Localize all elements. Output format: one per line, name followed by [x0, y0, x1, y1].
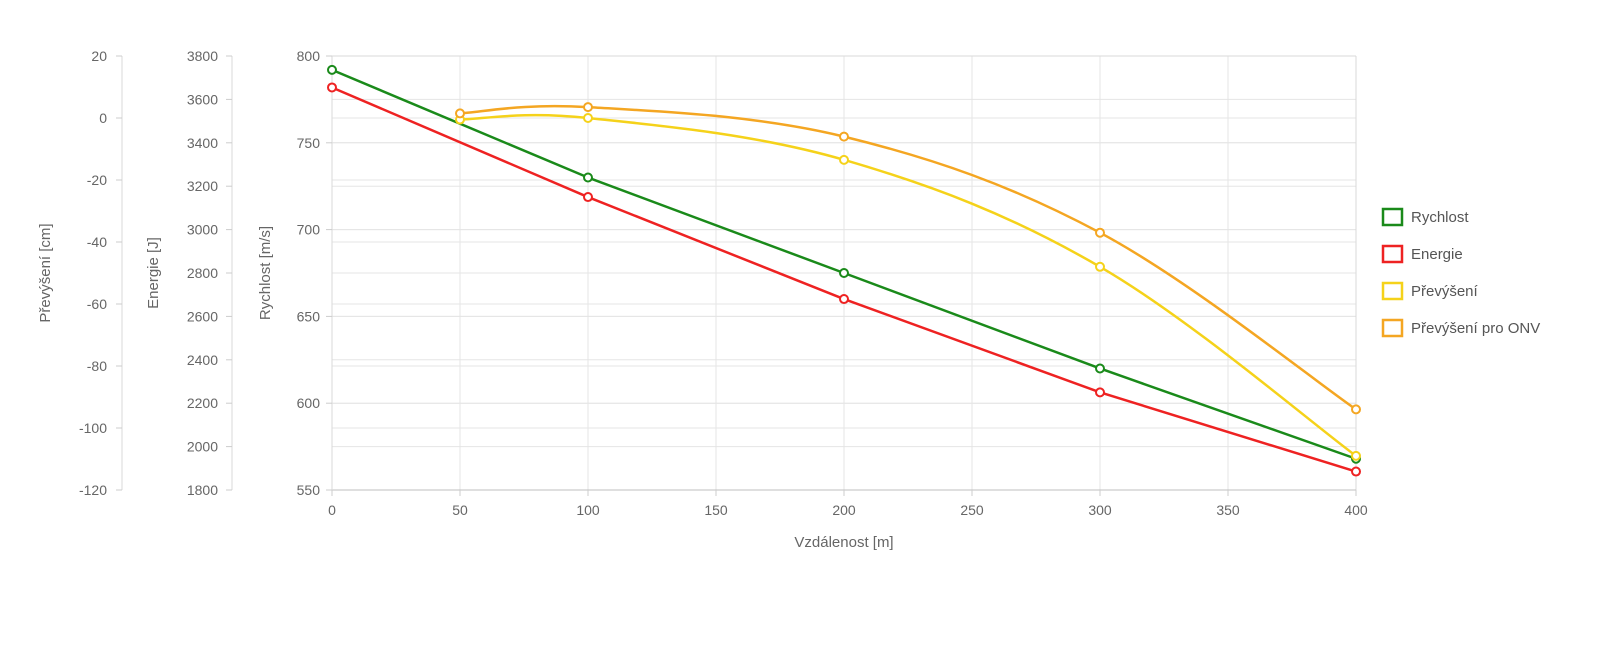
data-point-energie[interactable]	[1095, 387, 1105, 398]
x-tick-label: 150	[704, 502, 728, 518]
x-tick-label: 350	[1216, 502, 1240, 518]
y-tick-label-energy: 2200	[187, 395, 218, 411]
series-prevyseni-pro-onv	[455, 102, 1361, 415]
y-tick-label-speed: 700	[297, 222, 321, 238]
y-tick-label-drop: -80	[87, 358, 107, 374]
y-tick-label-energy: 2000	[187, 439, 218, 455]
series-line-prevyseni	[458, 113, 1358, 458]
x-axis-title: Vzdálenost [m]	[794, 534, 893, 551]
legend-item-prevyseni[interactable]: Převýšení	[1381, 281, 1479, 301]
data-point-prevyseni-pro-onv[interactable]	[455, 108, 465, 119]
y-tick-label-energy: 3400	[187, 135, 218, 151]
data-point-prevyseni[interactable]	[1095, 261, 1105, 272]
data-point-prevyseni-pro-onv[interactable]	[1351, 404, 1361, 415]
y-tick-label-drop: -20	[87, 172, 107, 188]
x-tick-label: 400	[1344, 502, 1368, 518]
y-tick-label-speed: 600	[297, 395, 321, 411]
y-tick-label-energy: 2400	[187, 352, 218, 368]
legend-swatch	[1381, 318, 1404, 338]
y-tick-label-energy: 3200	[187, 178, 218, 194]
y-tick-label-drop: 20	[91, 48, 107, 64]
legend-label: Převýšení pro ONV	[1411, 320, 1540, 337]
legend-swatch	[1381, 244, 1404, 264]
data-point-prevyseni-pro-onv[interactable]	[1095, 227, 1105, 238]
y-tick-label-drop: -60	[87, 296, 107, 312]
y-tick-label-energy: 3800	[187, 48, 218, 64]
y-tick-label-speed: 750	[297, 135, 321, 151]
y-tick-label-drop: -40	[87, 234, 107, 250]
series-line-prevyseni-pro-onv	[458, 104, 1358, 411]
series-energie	[327, 82, 1361, 477]
y-tick-label-speed: 650	[297, 308, 321, 324]
y-tick-label-energy: 3000	[187, 222, 218, 238]
legend-item-prevyseni-pro-onv[interactable]: Převýšení pro ONV	[1381, 318, 1540, 338]
y-axis-title-drop: Převýšení [cm]	[37, 223, 54, 322]
data-point-energie[interactable]	[327, 82, 337, 93]
data-point-rychlost[interactable]	[327, 64, 337, 75]
y-tick-label-drop: -120	[79, 482, 107, 498]
x-tick-label: 300	[1088, 502, 1112, 518]
data-point-prevyseni-pro-onv[interactable]	[839, 131, 849, 142]
y-tick-label-energy: 2800	[187, 265, 218, 281]
x-tick-label: 50	[452, 502, 468, 518]
data-point-prevyseni-pro-onv[interactable]	[583, 102, 593, 113]
legend-item-rychlost[interactable]: Rychlost	[1381, 207, 1469, 227]
x-tick-label: 0	[328, 502, 336, 518]
y-tick-label-speed: 550	[297, 482, 321, 498]
legend-label: Rychlost	[1411, 209, 1469, 226]
data-point-energie[interactable]	[1351, 466, 1361, 477]
y-tick-label-drop: 0	[99, 110, 107, 126]
legend-label: Převýšení	[1411, 283, 1479, 300]
legend-swatch	[1381, 281, 1404, 301]
data-point-energie[interactable]	[583, 192, 593, 203]
data-point-prevyseni[interactable]	[1351, 450, 1361, 461]
data-point-prevyseni[interactable]	[839, 154, 849, 165]
y-axis-title-speed: Rychlost [m/s]	[257, 226, 274, 320]
data-point-rychlost[interactable]	[839, 268, 849, 278]
series	[327, 64, 1361, 477]
legend-item-energie[interactable]: Energie	[1381, 244, 1463, 264]
data-point-rychlost[interactable]	[1095, 363, 1105, 374]
legend[interactable]: Rychlost Energie Převýšení Převýšení pro ON…	[1381, 207, 1540, 338]
x-tick-label: 100	[576, 502, 600, 518]
data-point-prevyseni[interactable]	[583, 113, 593, 123]
y-tick-label-drop: -100	[79, 420, 107, 436]
data-point-rychlost[interactable]	[583, 172, 593, 183]
y-tick-label-energy: 2600	[187, 308, 218, 324]
x-tick-label: 250	[960, 502, 984, 518]
data-point-energie[interactable]	[839, 294, 849, 305]
y-tick-label-speed: 800	[297, 48, 321, 64]
legend-swatch	[1381, 207, 1404, 227]
y-tick-label-energy: 1800	[187, 482, 218, 498]
legend-label: Energie	[1411, 246, 1463, 263]
y-axis-title-energy: Energie [J]	[145, 237, 162, 309]
x-tick-label: 200	[832, 502, 856, 518]
series-prevyseni	[455, 113, 1361, 461]
y-tick-label-energy: 3600	[187, 91, 218, 107]
